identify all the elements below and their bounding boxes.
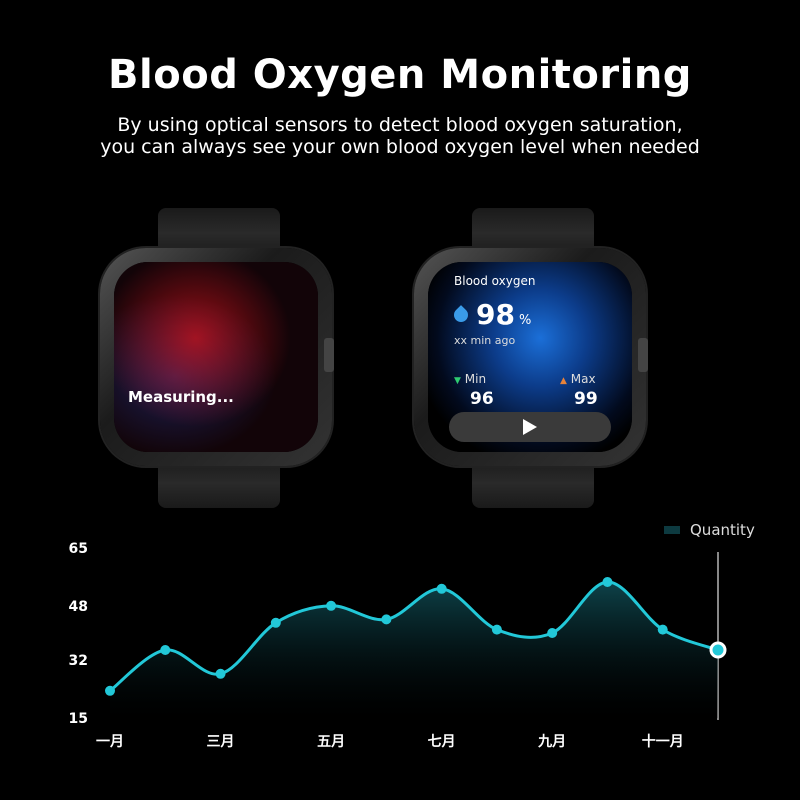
- triangle-down-icon: ▼: [454, 376, 461, 386]
- y-tick-label: 32: [69, 653, 88, 669]
- y-tick-label: 48: [69, 599, 88, 615]
- measuring-animation: [114, 262, 318, 452]
- page-subtitle: By using optical sensors to detect blood…: [100, 114, 700, 158]
- max-label-row: ▲ Max: [560, 372, 596, 386]
- watch-blood-oxygen: Blood oxygen 98 % xx min ago ▼ Min 96 ▲ …: [414, 208, 654, 508]
- quantity-chart: 15 32 48 65 一月 三月 五月 七月 九月 十一月 Quantity: [69, 521, 755, 750]
- series-area: [110, 581, 718, 718]
- y-tick-label: 65: [69, 541, 88, 557]
- oxygen-value: 98: [476, 298, 515, 331]
- data-point[interactable]: [491, 624, 502, 635]
- series-line: [109, 580, 719, 693]
- data-point[interactable]: [381, 614, 392, 625]
- watch-band-bottom: [158, 458, 280, 508]
- legend-swatch: [664, 526, 680, 534]
- data-point[interactable]: [602, 577, 613, 587]
- data-point[interactable]: [657, 624, 668, 635]
- data-point[interactable]: [105, 685, 115, 696]
- screen-title: Blood oxygen: [454, 274, 536, 288]
- play-icon: [523, 419, 537, 435]
- watch-screen: Blood oxygen 98 % xx min ago ▼ Min 96 ▲ …: [428, 262, 632, 452]
- max-value: 99: [574, 389, 598, 409]
- oxygen-unit: %: [518, 313, 532, 328]
- data-point[interactable]: [547, 628, 558, 638]
- data-point[interactable]: [270, 617, 281, 628]
- data-point[interactable]: [326, 600, 337, 611]
- water-drop-icon: [451, 304, 471, 325]
- legend-label: Quantity: [690, 521, 755, 539]
- oxygen-reading: 98 %: [451, 298, 532, 331]
- x-tick-label: 三月: [207, 734, 235, 750]
- watch-band-bottom: [472, 458, 594, 508]
- highlighted-data-point[interactable]: [709, 641, 727, 659]
- y-tick-label: 15: [69, 711, 88, 727]
- measuring-status: Measuring...: [128, 388, 234, 406]
- watch-case: Measuring...: [100, 248, 334, 466]
- x-tick-label: 九月: [537, 734, 566, 750]
- watch-screen: Measuring...: [114, 262, 318, 452]
- watch-crown: [324, 338, 334, 372]
- min-value: 96: [470, 389, 494, 409]
- start-measure-button[interactable]: [449, 412, 611, 442]
- watch-crown: [638, 338, 648, 372]
- watch-case: Blood oxygen 98 % xx min ago ▼ Min 96 ▲ …: [414, 248, 648, 466]
- triangle-up-icon: ▲: [560, 376, 567, 386]
- x-tick-label: 七月: [428, 734, 456, 750]
- data-point[interactable]: [160, 645, 171, 655]
- x-tick-label: 五月: [317, 734, 345, 750]
- x-tick-label: 一月: [96, 734, 124, 750]
- page-title: Blood Oxygen Monitoring: [108, 52, 692, 98]
- watch-measuring: Measuring...: [100, 208, 340, 508]
- data-point[interactable]: [215, 668, 226, 679]
- max-label: Max: [570, 372, 596, 386]
- min-label: Min: [464, 372, 487, 386]
- x-tick-label: 十一月: [642, 733, 684, 750]
- min-label-row: ▼ Min: [454, 372, 486, 386]
- last-measured: xx min ago: [454, 334, 516, 347]
- data-point[interactable]: [436, 583, 447, 594]
